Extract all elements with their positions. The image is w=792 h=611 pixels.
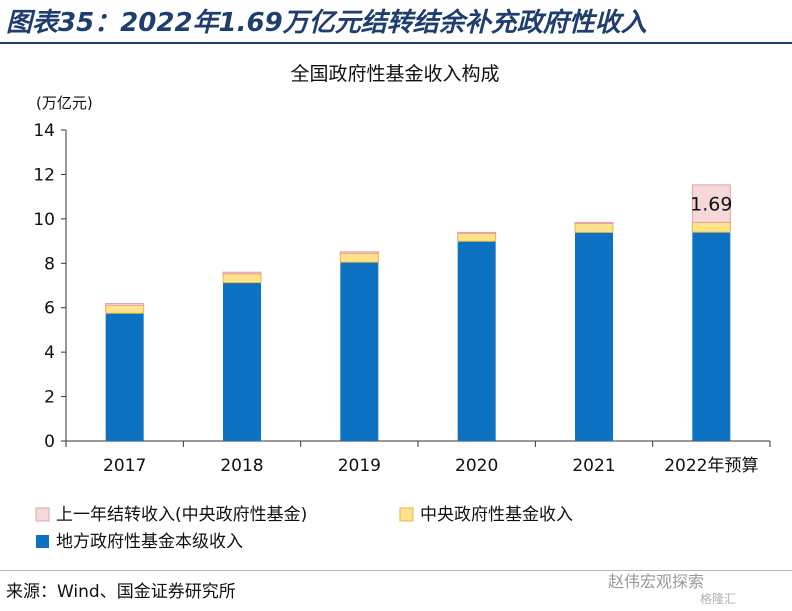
legend-label-carryover: 上一年结转收入(中央政府性基金)	[56, 505, 307, 525]
bar-carryover	[222, 271, 262, 275]
x-tick-label: 2018	[220, 456, 263, 476]
bar-local	[105, 313, 144, 441]
y-tick-label: 12	[33, 165, 55, 185]
bar-central	[222, 273, 262, 284]
bar-local	[340, 262, 379, 441]
x-tick-label: 2017	[103, 456, 146, 476]
x-tick-label: 2020	[455, 456, 498, 476]
legend-label-local: 地方政府性基金本级收入	[56, 532, 243, 552]
bars: 1.69	[105, 184, 732, 441]
source-note: 来源：Wind、国金证券研究所	[6, 582, 236, 602]
bar-carryover	[339, 251, 379, 254]
bar-central	[457, 232, 497, 242]
bar-local	[692, 232, 731, 441]
chart-title: 全国政府性基金收入构成	[290, 63, 499, 85]
title-rule	[0, 42, 792, 44]
axes	[65, 130, 770, 442]
bar-central	[574, 223, 614, 233]
bar-central	[339, 252, 379, 263]
bar-central	[105, 304, 145, 314]
chart: 全国政府性基金收入构成 (万亿元) 1.69 0 2 4 6 8 10 12 14 2017 20…	[33, 63, 771, 552]
bar-local	[457, 241, 496, 441]
x-tick-label: 2019	[338, 456, 381, 476]
y-tick-label: 10	[33, 210, 55, 230]
legend-label-central: 中央政府性基金收入	[420, 505, 573, 525]
y-tick-label: 0	[44, 432, 55, 452]
y-tick-label: 6	[44, 299, 55, 319]
bottom-rule	[0, 570, 792, 571]
y-axis-unit-label: (万亿元)	[36, 94, 93, 112]
figure-title: 图表35：2022年1.69万亿元结转结余补充政府性收入	[6, 8, 647, 38]
legend-swatch-local	[36, 535, 49, 548]
bar-carryover	[574, 221, 614, 225]
y-tick-label: 8	[44, 254, 55, 274]
x-tick-label: 2021	[572, 456, 615, 476]
y-tick-label: 4	[44, 343, 55, 363]
y-tick-label: 14	[33, 121, 55, 141]
legend-swatch-central	[399, 507, 414, 522]
bar-carryover	[691, 184, 731, 223]
legend-swatch-carryover	[35, 507, 50, 522]
ticks: 0 2 4 6 8 10 12 14 2017 2018 2019 2020 2021 2022年预算	[33, 121, 771, 476]
y-tick-label: 2	[44, 388, 55, 408]
watermark-secondary: 格隆汇	[700, 592, 737, 606]
watermark: 赵伟宏观探索	[608, 572, 705, 591]
bar-carryover	[105, 302, 145, 306]
bar-local	[575, 232, 613, 441]
bar-central	[691, 221, 731, 233]
bar-carryover	[457, 231, 497, 234]
x-tick-label: 2022年预算	[664, 456, 758, 476]
bar-local	[223, 282, 261, 441]
data-label: 1.69	[690, 194, 732, 216]
